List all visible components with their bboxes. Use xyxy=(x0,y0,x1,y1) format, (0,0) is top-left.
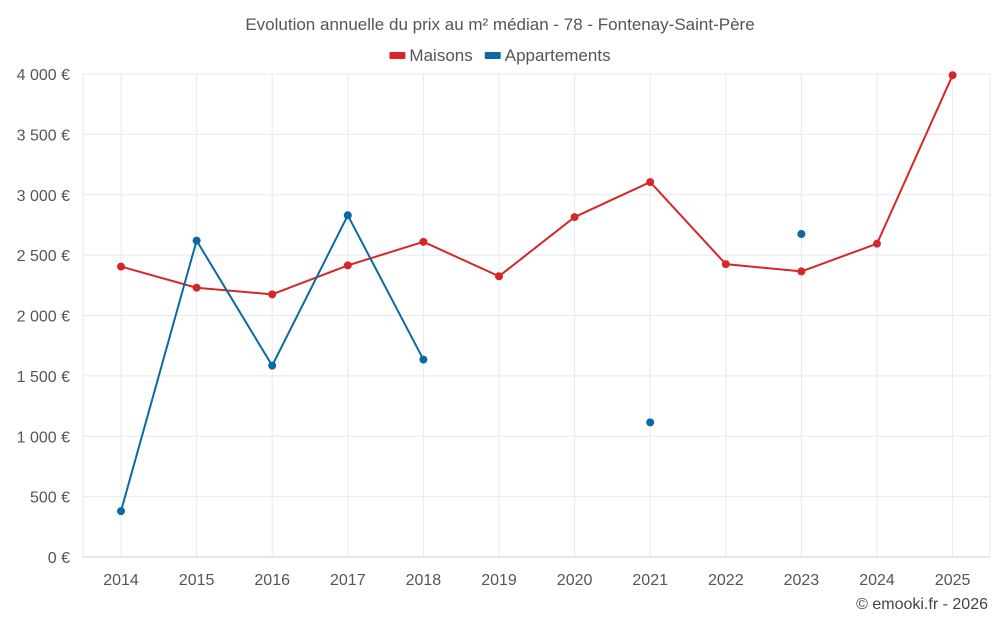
x-tick-label: 2022 xyxy=(708,572,744,589)
x-tick-label: 2019 xyxy=(481,572,517,589)
y-tick-label: 0 € xyxy=(48,550,70,567)
data-point-appartements[interactable] xyxy=(797,229,806,238)
y-tick-label: 4 000 € xyxy=(17,67,70,84)
y-tick-label: 2 000 € xyxy=(17,309,70,326)
y-tick-label: 3 500 € xyxy=(17,127,70,144)
data-point-appartements[interactable] xyxy=(343,211,352,220)
x-tick-label: 2017 xyxy=(330,572,366,589)
legend-item-maisons[interactable]: Maisons xyxy=(389,46,473,65)
data-point-maisons[interactable] xyxy=(495,272,503,281)
data-point-maisons[interactable] xyxy=(192,283,201,292)
data-point-maisons[interactable] xyxy=(343,261,352,270)
legend-item-appartements[interactable]: Appartements xyxy=(484,46,611,65)
data-point-appartements[interactable] xyxy=(646,418,655,427)
credit-text: © emooki.fr - 2026 xyxy=(856,596,988,613)
data-point-appartements[interactable] xyxy=(117,507,125,516)
data-point-maisons[interactable] xyxy=(948,71,957,80)
data-point-maisons[interactable] xyxy=(646,178,655,187)
legend-swatch xyxy=(389,52,406,59)
x-tick-label: 2021 xyxy=(632,572,668,589)
y-tick-label: 1 500 € xyxy=(17,369,70,386)
series-maisons xyxy=(117,71,957,299)
x-tick-label: 2018 xyxy=(406,572,442,589)
series-appartements xyxy=(117,211,806,516)
y-axis-ticks: 0 € 500 € 1 000 € 1 500 € 2 000 € 2 500 € 3 00… xyxy=(17,67,70,567)
data-point-maisons[interactable] xyxy=(419,237,428,246)
data-point-maisons[interactable] xyxy=(721,260,730,269)
series-layer xyxy=(117,71,957,516)
data-point-appartements[interactable] xyxy=(192,236,201,245)
chart-title: Evolution annuelle du prix au m² médian … xyxy=(245,15,754,34)
y-gridlines xyxy=(83,73,990,498)
data-point-maisons[interactable] xyxy=(268,290,277,299)
data-point-maisons[interactable] xyxy=(570,213,579,222)
data-point-appartements[interactable] xyxy=(419,355,428,364)
x-gridlines xyxy=(82,74,991,557)
data-point-maisons[interactable] xyxy=(873,239,881,248)
x-tick-label: 2025 xyxy=(935,572,971,589)
legend-swatch xyxy=(484,52,501,59)
y-tick-label: 1 000 € xyxy=(17,429,70,446)
x-tick-label: 2015 xyxy=(179,572,215,589)
data-point-maisons[interactable] xyxy=(117,262,125,271)
legend: Maisons Appartements xyxy=(389,46,611,65)
x-tick-label: 2024 xyxy=(859,572,895,589)
y-tick-label: 500 € xyxy=(30,490,70,507)
data-point-appartements[interactable] xyxy=(268,361,277,370)
x-tick-label: 2020 xyxy=(557,572,593,589)
x-tick-label: 2016 xyxy=(254,572,290,589)
legend-label: Maisons xyxy=(409,46,472,65)
x-tick-label: 2014 xyxy=(103,572,139,589)
y-tick-label: 3 000 € xyxy=(17,188,70,205)
data-point-maisons[interactable] xyxy=(797,267,806,276)
x-axis-ticks: 2014 2015 2016 2017 2018 2019 2020 2021 2022 2023… xyxy=(103,572,970,589)
x-tick-label: 2023 xyxy=(784,572,820,589)
y-tick-label: 2 500 € xyxy=(17,248,70,265)
series-line-maisons xyxy=(120,74,954,296)
legend-label: Appartements xyxy=(505,46,611,65)
